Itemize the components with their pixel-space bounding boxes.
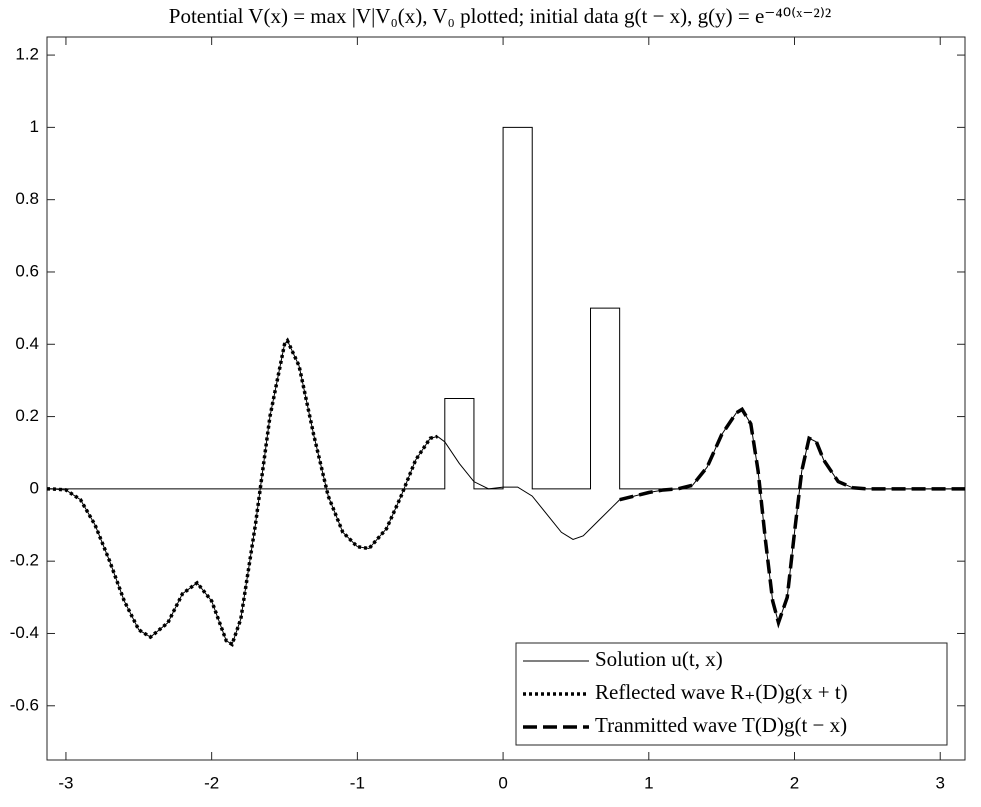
y-tick-label: 1 [30,117,39,136]
y-tick-label: -0.4 [10,623,39,642]
x-tick-label: -2 [204,773,219,792]
y-tick-label: -0.6 [10,695,39,714]
y-tick-label: 0 [30,478,39,497]
x-tick-label: -3 [58,773,73,792]
x-tick-label: 0 [498,773,507,792]
series-line [47,337,438,647]
x-tick-label: -1 [350,773,365,792]
series-line [47,126,965,490]
x-tick-label: 3 [935,773,944,792]
y-tick-label: 0.8 [15,189,39,208]
y-tick-label: -0.2 [10,551,39,570]
y-tick-label: 1.2 [15,45,39,64]
y-tick-label: 0.4 [15,334,39,353]
y-tick-label: 0.2 [15,406,39,425]
series-line [47,339,965,646]
legend-label: Solution u(t, x) [595,647,723,671]
y-tick-label: 0.6 [15,261,39,280]
chart-title: Potential V(x) = max |V|V₀(x), V₀ plotte… [169,4,831,28]
x-tick-label: 2 [790,773,799,792]
series-line [619,406,965,629]
x-tick-label: 1 [644,773,653,792]
plot-frame [46,36,966,761]
legend-label: Tranmitted wave T(D)g(t − x) [595,713,847,737]
legend-label: Reflected wave R₊(D)g(x + t) [595,680,848,704]
